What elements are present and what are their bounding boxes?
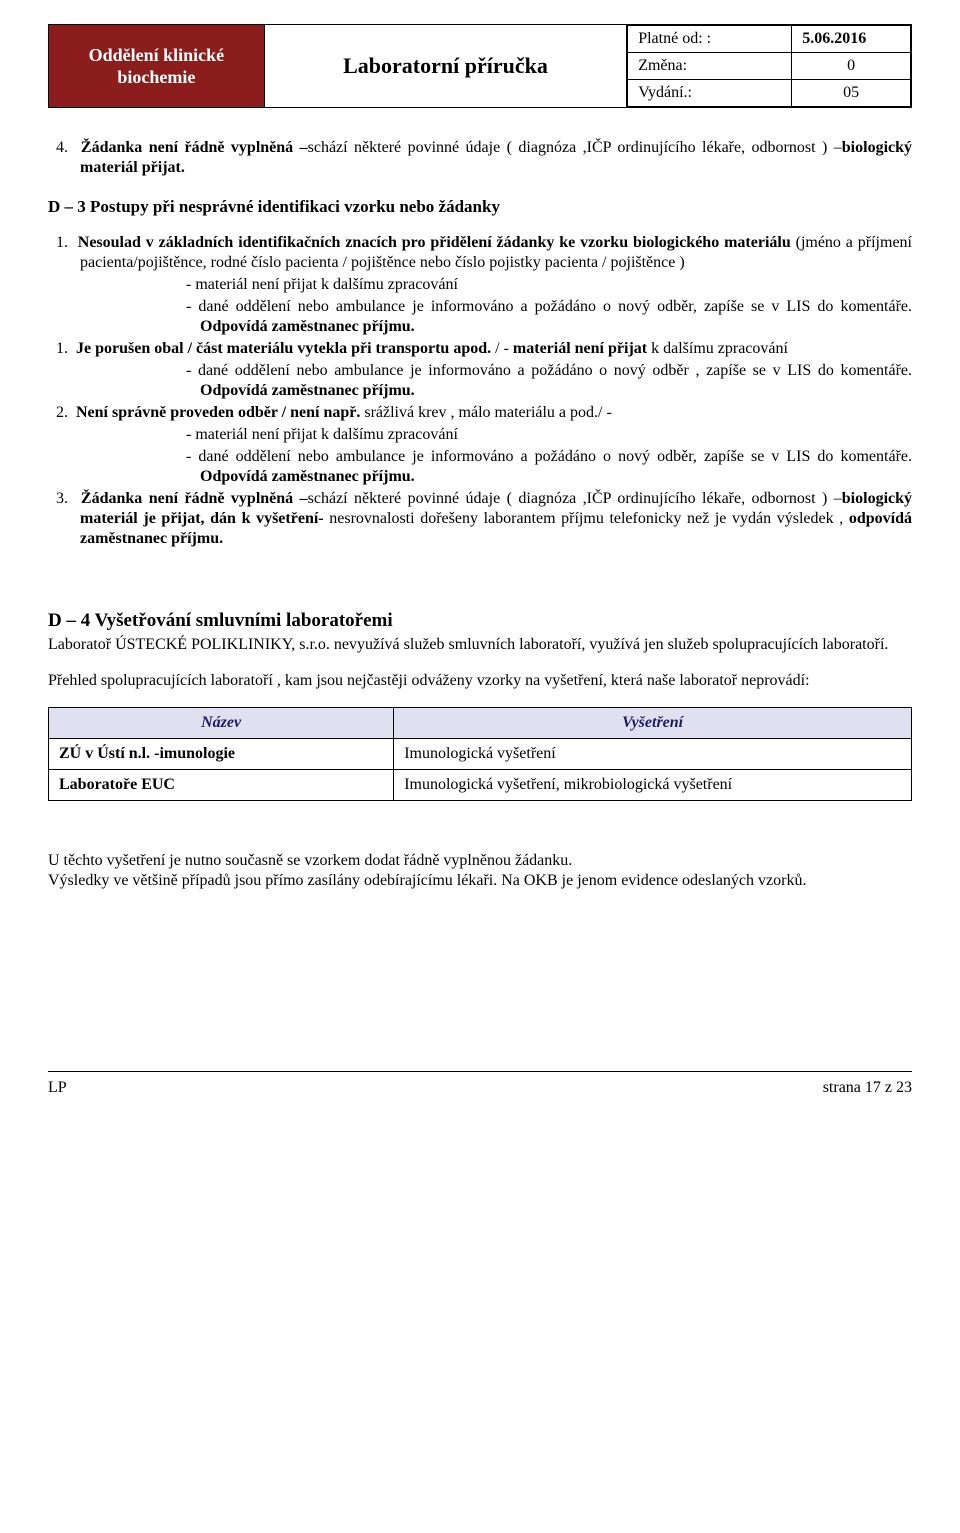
dept-line1: Oddělení klinické — [89, 45, 225, 65]
item3-rest: nesrovnalosti dořešeny laborantem příjmu… — [324, 510, 849, 527]
meta-cell: Platné od: : 5.06.2016 Změna: 0 Vydání.:… — [627, 25, 912, 108]
change-label: Změna: — [628, 53, 792, 80]
item1-lead: Nesoulad v základních identifikačních zn… — [78, 234, 796, 251]
item1b-rest-bold: materiál není přijat — [513, 340, 651, 357]
item1-number: 1. — [56, 234, 68, 251]
document-body: 4. Žádanka není řádně vyplněná –schází n… — [48, 138, 912, 891]
after-table-p1: U těchto vyšetření je nutno současně se … — [48, 851, 912, 871]
item1-sub-b-pre: - dané oddělení nebo ambulance je inform… — [186, 298, 912, 315]
valid-from-value: 5.06.2016 — [792, 26, 911, 53]
item2-sub-b-bold: Odpovídá zaměstnanec příjmu. — [200, 468, 415, 485]
d4-heading: D – 4 Vyšetřování smluvními laboratořemi — [48, 609, 912, 633]
item1b-lead: Je porušen obal / část materiálu vytekla… — [76, 340, 491, 357]
item2-sub-b-pre: - dané oddělení nebo ambulance je inform… — [186, 448, 912, 465]
edition-label: Vydání.: — [628, 80, 792, 107]
table-row: ZÚ v Ústí n.l. -imunologie Imunologická … — [49, 739, 912, 770]
item1b-number: 1. — [56, 340, 68, 357]
department-cell: Oddělení klinické biochemie — [49, 25, 265, 108]
d4-paragraph-1: Laboratoř ÚSTECKÉ POLIKLINIKY, s.r.o. ne… — [48, 635, 912, 655]
lab-exam-1: Imunologická vyšetření, mikrobiologická … — [394, 770, 912, 801]
table-row: Laboratoře EUC Imunologická vyšetření, m… — [49, 770, 912, 801]
d3-item-1b: 1. Je porušen obal / část materiálu vyte… — [48, 339, 912, 401]
item1-sub-b: - dané oddělení nebo ambulance je inform… — [80, 297, 912, 337]
item1b-sub-b: - dané oddělení nebo ambulance je inform… — [80, 361, 912, 401]
footer-right: strana 17 z 23 — [823, 1078, 912, 1098]
lab-name-0: ZÚ v Ústí n.l. -imunologie — [49, 739, 394, 770]
valid-from-label: Platné od: : — [628, 26, 792, 53]
document-title: Laboratorní příručka — [264, 25, 626, 108]
para4-mid: schází některé povinné údaje ( diagnóza … — [308, 139, 842, 156]
lab-name-1: Laboratoře EUC — [49, 770, 394, 801]
meta-table: Platné od: : 5.06.2016 Změna: 0 Vydání.:… — [627, 25, 911, 107]
item1b-rest-after: k dalšímu zpracování — [651, 340, 788, 357]
para4-number: 4. — [56, 139, 68, 156]
item2-number: 2. — [56, 404, 68, 421]
item1b-sub-b-pre: - dané oddělení nebo ambulance je inform… — [186, 362, 912, 379]
item2-rest: srážlivá krev , málo materiálu a pod./ - — [360, 404, 611, 421]
change-value: 0 — [792, 53, 911, 80]
after-table-p2: Výsledky ve většině případů jsou přímo z… — [48, 871, 912, 891]
item1b-sub-b-bold: Odpovídá zaměstnanec příjmu. — [200, 382, 415, 399]
page-footer: LP strana 17 z 23 — [48, 1071, 912, 1098]
d3-item-1: 1. Nesoulad v základních identifikačních… — [48, 233, 912, 337]
paragraph-4: 4. Žádanka není řádně vyplněná –schází n… — [48, 138, 912, 178]
item3-mid: schází některé povinné údaje ( diagnóza … — [308, 490, 842, 507]
dept-line2: biochemie — [117, 67, 195, 87]
item1b-rest-pre: / - — [491, 340, 513, 357]
after-table-block: U těchto vyšetření je nutno současně se … — [48, 851, 912, 891]
para4-lead: Žádanka není řádně vyplněná – — [81, 139, 308, 156]
d3-list: 1. Nesoulad v základních identifikačních… — [48, 233, 912, 549]
lab-exam-0: Imunologická vyšetření — [394, 739, 912, 770]
item3-number: 3. — [56, 490, 68, 507]
item1-sub-b-bold: Odpovídá zaměstnanec příjmu. — [200, 318, 415, 335]
footer-left: LP — [48, 1079, 67, 1096]
d3-item-3: 3. Žádanka není řádně vyplněná –schází n… — [48, 489, 912, 549]
item2-sub-b: - dané oddělení nebo ambulance je inform… — [80, 447, 912, 487]
item2-sub-a: - materiál není přijat k dalšímu zpracov… — [80, 425, 912, 445]
lab-table: Název Vyšetření ZÚ v Ústí n.l. -imunolog… — [48, 707, 912, 801]
item3-lead: Žádanka není řádně vyplněná – — [81, 490, 308, 507]
item1-sub-a: - materiál není přijat k dalšímu zpracov… — [80, 275, 912, 295]
d4-paragraph-2: Přehled spolupracujících laboratoří , ka… — [48, 671, 912, 691]
lab-table-header-exam: Vyšetření — [394, 708, 912, 739]
document-header: Oddělení klinické biochemie Laboratorní … — [48, 24, 912, 108]
item2-lead: Není správně proveden odběr / není např. — [76, 404, 360, 421]
d3-item-2: 2. Není správně proveden odběr / není na… — [48, 403, 912, 487]
d3-heading: D – 3 Postupy při nesprávné identifikaci… — [48, 196, 912, 217]
edition-value: 05 — [792, 80, 911, 107]
lab-table-header-name: Název — [49, 708, 394, 739]
